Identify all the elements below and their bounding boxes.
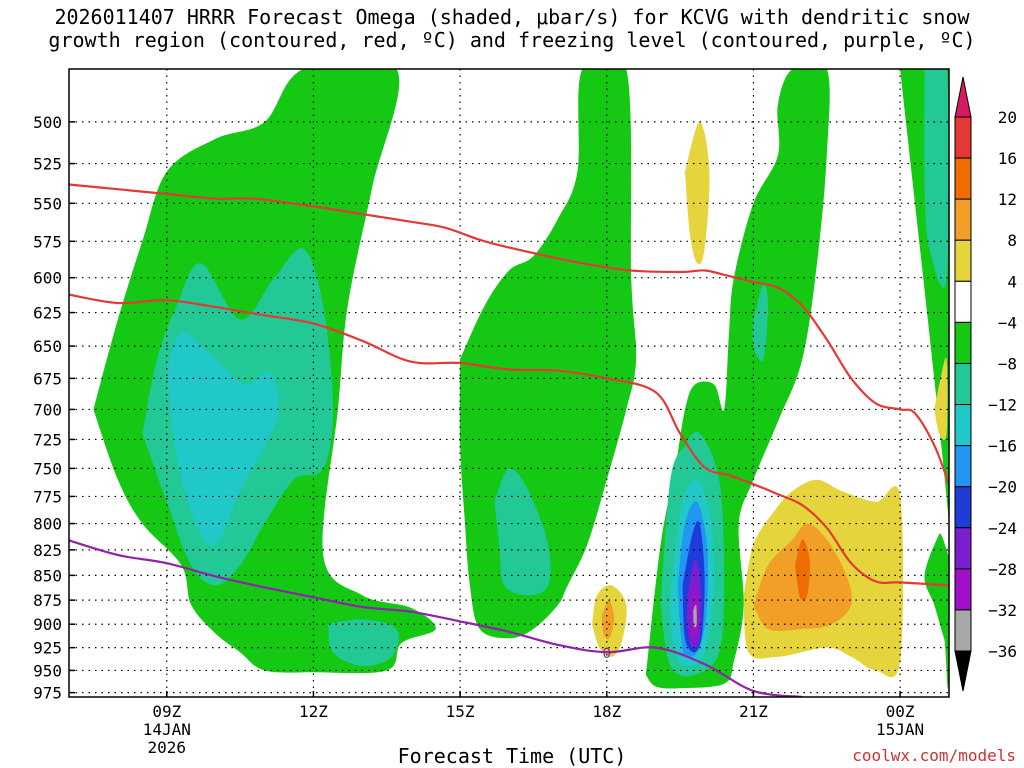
x-tick-label: 00Z bbox=[886, 702, 915, 721]
colorbar-segment bbox=[954, 157, 972, 200]
colorbar-top-arrow bbox=[954, 76, 972, 118]
omega-shading bbox=[93, 69, 949, 689]
colorbar-label: −16 bbox=[988, 437, 1017, 456]
colorbar-segment bbox=[954, 198, 972, 241]
colorbar-segment bbox=[954, 321, 972, 364]
colorbar-label: 20 bbox=[998, 108, 1017, 127]
credit-text: coolwx.com/models bbox=[852, 746, 1016, 765]
y-tick-label: 950 bbox=[33, 661, 62, 680]
y-tick-label: 575 bbox=[33, 232, 62, 251]
omega-region-19-8 bbox=[601, 600, 615, 640]
contour-lines: 0 bbox=[69, 183, 949, 697]
x-axis-label: Forecast Time (UTC) bbox=[397, 744, 627, 768]
omega-region-6--8 bbox=[328, 619, 399, 667]
y-tick-label: 825 bbox=[33, 541, 62, 560]
colorbar-segment bbox=[954, 239, 972, 282]
omega-region-16--36 bbox=[693, 604, 697, 628]
y-tick-label: 600 bbox=[33, 269, 62, 288]
colorbar-segment bbox=[954, 486, 972, 529]
y-tick-label: 900 bbox=[33, 615, 62, 634]
colorbar-label: 4 bbox=[1007, 272, 1017, 291]
title-line-1: 2026011407 HRRR Forecast Omega (shaded, … bbox=[54, 5, 970, 29]
y-tick-label: 625 bbox=[33, 304, 62, 323]
colorbar-segment bbox=[954, 362, 972, 406]
colorbar-label: −36 bbox=[988, 642, 1017, 661]
y-tick-label: 525 bbox=[33, 155, 62, 174]
y-tick-label: 975 bbox=[33, 684, 62, 703]
gridlines bbox=[69, 69, 949, 697]
x-tick-label: 18Z bbox=[592, 702, 621, 721]
y-tick-label: 925 bbox=[33, 639, 62, 658]
omega-region-23-4 bbox=[934, 357, 948, 441]
y-tick-label: 875 bbox=[33, 591, 62, 610]
y-tick-label: 775 bbox=[33, 487, 62, 506]
colorbar-label: 12 bbox=[998, 190, 1017, 209]
x-tick-date-label: 2026 bbox=[148, 738, 187, 757]
x-tick-date-label: 15JAN bbox=[876, 720, 924, 739]
y-tick-label: 675 bbox=[33, 369, 62, 388]
colorbar-label: −28 bbox=[988, 560, 1017, 579]
colorbar-segment bbox=[954, 116, 972, 159]
colorbar-segment bbox=[954, 404, 972, 447]
y-tick-label: 725 bbox=[33, 430, 62, 449]
y-tick-label: 500 bbox=[33, 113, 62, 132]
x-tick-label: 09Z bbox=[152, 702, 181, 721]
dgz-contour--18C bbox=[69, 293, 949, 587]
colorbar-segment bbox=[954, 280, 972, 323]
y-tick-label: 700 bbox=[33, 400, 62, 419]
omega-region-7--8 bbox=[494, 468, 551, 596]
colorbar-label: −20 bbox=[988, 478, 1017, 497]
x-tick-date-label: 14JAN bbox=[143, 720, 191, 739]
plot-frame bbox=[68, 68, 950, 698]
colorbar-segment bbox=[954, 445, 972, 488]
colorbar-segment bbox=[954, 568, 972, 611]
dgz-contour--12C bbox=[69, 183, 949, 485]
omega-region-17-4 bbox=[685, 121, 710, 265]
colorbar-label: −4 bbox=[998, 313, 1017, 332]
omega-region-8--8 bbox=[752, 284, 769, 362]
colorbar-segment bbox=[954, 609, 972, 652]
y-tick-label: 650 bbox=[33, 337, 62, 356]
colorbar-segment bbox=[954, 527, 972, 570]
y-tick-label: 550 bbox=[33, 194, 62, 213]
omega-region-9--8 bbox=[924, 69, 949, 288]
colorbar-label: −24 bbox=[988, 519, 1017, 538]
colorbar-label: 8 bbox=[1007, 231, 1017, 250]
x-tick-label: 15Z bbox=[446, 702, 475, 721]
freezing-level-line bbox=[69, 539, 803, 697]
colorbar-label: 16 bbox=[998, 149, 1017, 168]
title-line-2: growth region (contoured, red, ºC) and f… bbox=[48, 28, 976, 52]
x-tick-label: 21Z bbox=[739, 702, 768, 721]
y-axis: 500 525 550 575 600 625 650 675 700 725 750 775 800 8… bbox=[33, 113, 75, 703]
colorbar-label: −8 bbox=[998, 354, 1017, 373]
y-tick-label: 750 bbox=[33, 459, 62, 478]
colorbar-label: −12 bbox=[988, 396, 1017, 415]
chart-title: 2026011407 HRRR Forecast Omega (shaded, … bbox=[0, 6, 1024, 52]
freezing-level-label: 0 bbox=[603, 646, 611, 662]
omega-region-22-12 bbox=[795, 539, 810, 601]
colorbar-label: −32 bbox=[988, 601, 1017, 620]
y-tick-label: 800 bbox=[33, 515, 62, 534]
omega-region-5--12 bbox=[166, 332, 280, 547]
y-tick-label: 850 bbox=[33, 566, 62, 585]
colorbar: 20 16 12 8 4 −4 −8 −12 −16 −20 −24 −28 −32 −36 bbox=[954, 76, 1017, 692]
x-tick-label: 12Z bbox=[299, 702, 328, 721]
colorbar-bottom-arrow bbox=[954, 650, 972, 692]
